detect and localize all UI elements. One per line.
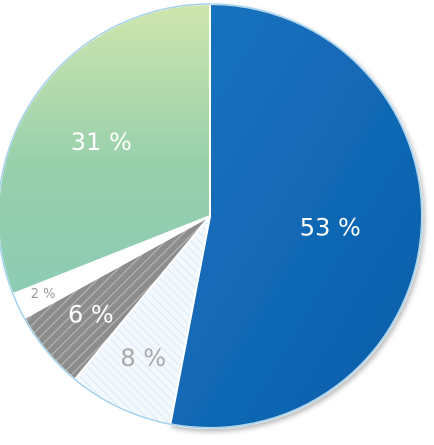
pie-labels: 53 % 8 %6 % 2 % 31 % [31,128,361,372]
pie-outline [0,3,423,429]
slice-label-0: 53 % [300,213,361,241]
slice-label-1: 8 % [120,344,166,372]
slice-label-3: 2 % [31,287,56,302]
pie-slices [0,2,424,429]
slice-label-2: 6 % [68,301,114,329]
slice-label-4: 31 % [71,128,132,156]
